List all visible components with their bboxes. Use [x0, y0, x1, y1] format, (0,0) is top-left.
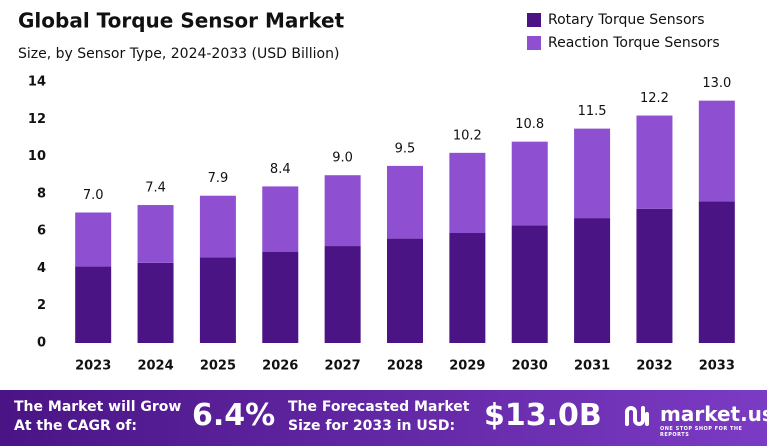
bar-segment	[387, 165, 423, 239]
bar-segment	[137, 262, 174, 343]
x-tick-label: 2024	[137, 359, 173, 374]
bar-segment	[199, 257, 236, 343]
x-tick-label: 2023	[75, 359, 111, 374]
forecast-value: $13.0B	[484, 398, 602, 433]
total-label: 9.5	[395, 141, 416, 156]
x-tick-label: 2025	[200, 359, 236, 374]
total-label: 8.4	[270, 162, 291, 177]
cagr-text: The Market will Grow At the CAGR of:	[14, 399, 182, 434]
forecast-text: The Forecasted Market Size for 2033 in U…	[288, 399, 470, 434]
bar-segment	[324, 175, 361, 247]
bar-segment	[324, 246, 361, 343]
bar-segment	[574, 128, 611, 219]
bar-segment	[511, 141, 548, 226]
bar-segment	[75, 212, 112, 267]
bar-segment	[387, 238, 423, 343]
chart-subtitle: Size, by Sensor Type, 2024-2033 (USD Bil…	[18, 46, 339, 62]
bar-segment	[574, 218, 611, 343]
y-tick-label: 14	[28, 75, 46, 90]
bar-segment	[698, 201, 735, 343]
bar-segment	[698, 100, 735, 202]
bar-segment	[262, 186, 299, 252]
chart-title: Global Torque Sensor Market	[18, 9, 345, 33]
legend-swatch	[527, 13, 541, 27]
total-label: 10.2	[453, 128, 482, 143]
total-label: 7.9	[208, 171, 229, 186]
y-tick-label: 10	[28, 149, 46, 164]
total-label: 9.0	[332, 151, 353, 166]
tagline: ONE STOP SHOP FOR THE REPORTS	[660, 426, 743, 438]
y-tick-label: 8	[37, 186, 46, 201]
x-tick-label: 2027	[325, 359, 361, 374]
y-tick-label: 12	[28, 112, 46, 127]
total-label: 7.0	[83, 188, 104, 203]
total-label: 11.5	[578, 104, 607, 119]
bar-segment	[511, 225, 548, 343]
legend-label: Rotary Torque Sensors	[548, 12, 705, 28]
y-tick-label: 4	[37, 261, 46, 276]
logo-icon	[625, 406, 649, 426]
legend-label: Reaction Torque Sensors	[548, 35, 720, 51]
bar-segment	[636, 115, 673, 209]
y-tick-label: 2	[37, 298, 46, 313]
x-tick-label: 2031	[574, 359, 610, 374]
banner: The Market will Grow At the CAGR of: 6.4…	[0, 390, 767, 446]
brand: market.us	[660, 402, 767, 426]
x-tick-label: 2032	[636, 359, 672, 374]
total-label: 10.8	[515, 117, 544, 132]
x-tick-label: 2029	[449, 359, 485, 374]
legend-swatch	[527, 36, 541, 50]
y-tick-label: 0	[37, 336, 46, 351]
bar-segment	[75, 266, 112, 343]
total-label: 7.4	[145, 181, 166, 196]
y-tick-label: 6	[37, 224, 46, 239]
bar-segment	[262, 251, 299, 343]
total-label: 13.0	[702, 76, 731, 91]
total-label: 12.2	[640, 91, 669, 106]
x-tick-label: 2033	[699, 359, 735, 374]
bar-segment	[137, 205, 174, 263]
chart: Global Torque Sensor Market Size, by Sen…	[18, 9, 735, 374]
bar-segment	[449, 233, 486, 343]
x-tick-label: 2026	[262, 359, 298, 374]
bar-segment	[636, 208, 673, 343]
bar-segment	[199, 195, 236, 258]
cagr-value: 6.4%	[192, 398, 276, 433]
x-tick-label: 2030	[512, 359, 548, 374]
bar-segment	[449, 152, 486, 234]
x-tick-label: 2028	[387, 359, 423, 374]
